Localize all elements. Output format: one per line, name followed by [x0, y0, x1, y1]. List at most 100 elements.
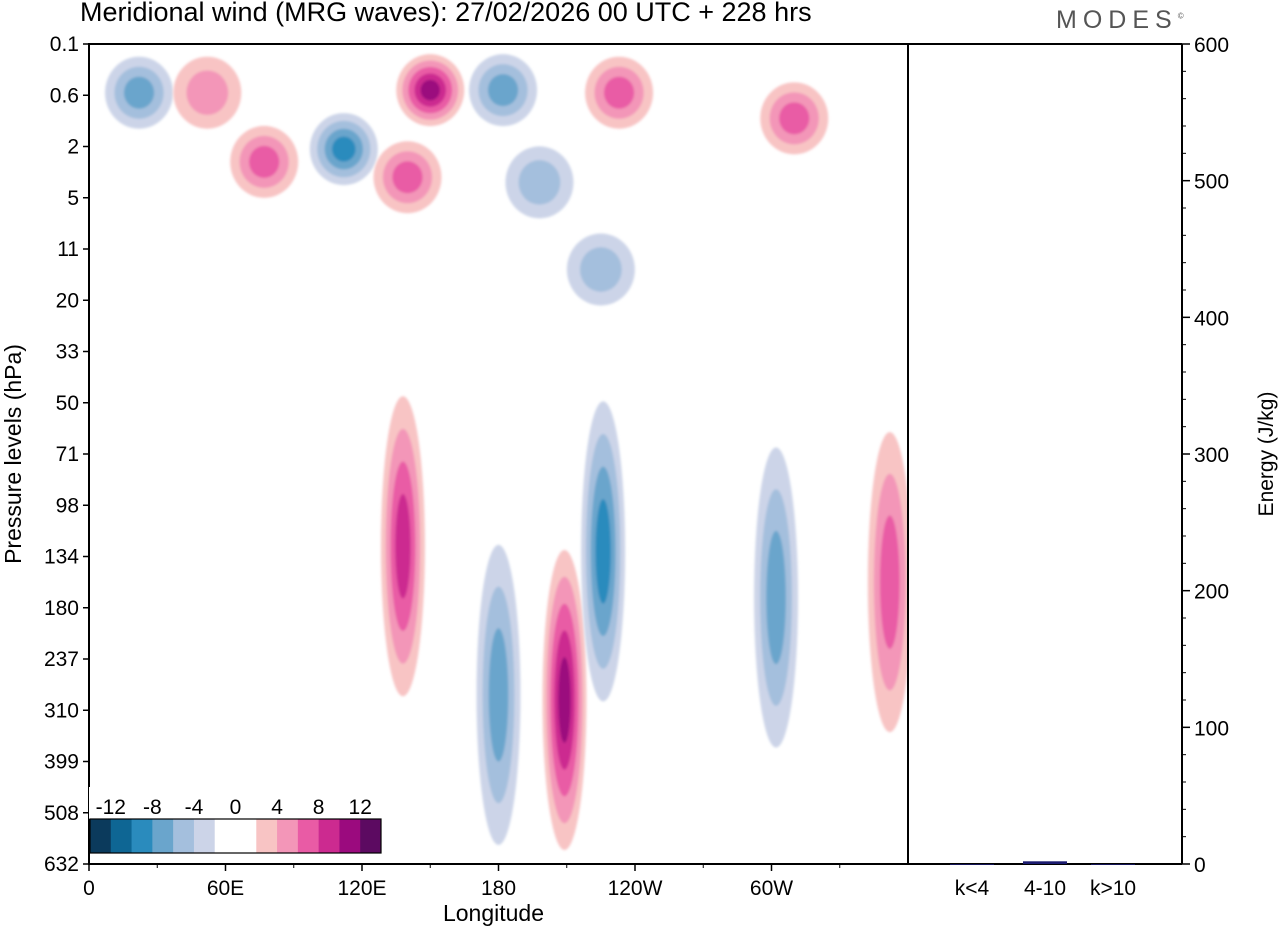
- colorbar-tick-label: -12: [96, 796, 126, 819]
- energy-tick-label: 300: [1194, 444, 1229, 467]
- contour-level-3: [392, 161, 423, 194]
- energy-bar: [950, 864, 994, 865]
- contour-level-3: [779, 102, 810, 135]
- contour-level-5: [558, 657, 571, 743]
- contour-cell-neg: [566, 233, 635, 306]
- colorbar-swatch: [235, 819, 257, 853]
- colorbar-swatch: [214, 819, 236, 853]
- y-tick-label: 71: [56, 443, 79, 466]
- energy-tick-label: 0: [1194, 854, 1206, 877]
- energy-axis-label: Energy (J/kg): [1255, 392, 1278, 517]
- y-axis-label: Pressure levels (hPa): [0, 344, 26, 564]
- contour-cell-neg: [469, 54, 538, 127]
- contour-cell-pos: [380, 396, 425, 697]
- colorbar-swatch: [256, 819, 278, 853]
- contour-cell-pos: [867, 432, 908, 733]
- colorbar-swatch: [110, 819, 132, 853]
- colorbar-label-backdrop: [89, 787, 382, 819]
- y-tick-label: 0.1: [50, 33, 79, 56]
- colorbar-swatch: [131, 819, 153, 853]
- energy-category-label: 4-10: [1024, 877, 1066, 900]
- contour-level-2: [518, 160, 561, 205]
- energy-category-label: k>10: [1090, 877, 1136, 900]
- contour-level-3: [603, 76, 635, 109]
- contour-level-4: [332, 136, 356, 162]
- colorbar-tick-label: 4: [271, 796, 283, 819]
- colorbar-swatch: [152, 819, 174, 853]
- y-tick-label: 11: [57, 238, 79, 261]
- contour-level-3: [766, 530, 786, 665]
- x-tick-label: 60E: [207, 877, 244, 900]
- colorbar: -12 -8 -4 0 4 8 12: [89, 787, 382, 854]
- contour-level-3: [488, 628, 509, 762]
- x-tick-label: 60W: [750, 877, 793, 900]
- y-tick-label: 180: [44, 597, 79, 620]
- colorbar-swatch: [339, 819, 361, 853]
- y-tick-label: 399: [44, 751, 79, 774]
- contour-cell-neg: [581, 401, 626, 702]
- colorbar-swatch: [173, 819, 195, 853]
- colorbar-tick-label: -4: [185, 796, 204, 819]
- colorbar-swatch: [193, 819, 216, 853]
- y-tick-label: 98: [56, 494, 79, 517]
- contour-level-3: [249, 145, 280, 178]
- y-tick-label: 0.6: [50, 84, 79, 107]
- colorbar-swatch: [297, 819, 320, 853]
- x-tick-label: 0: [83, 877, 95, 900]
- colorbar-border: [89, 818, 382, 854]
- contour-level-2: [186, 70, 229, 115]
- contour-cell-neg: [505, 146, 574, 219]
- contour-level-5: [420, 79, 440, 101]
- energy-tick-label: 200: [1194, 581, 1229, 604]
- contour-level-4: [395, 494, 411, 599]
- contour-field: [105, 54, 908, 850]
- axes: 0.1 0.6 2 5 11 20 33 50 71 98 134 180 237 310 399 508 63…: [0, 33, 841, 926]
- contour-cell-neg: [476, 544, 521, 845]
- contour-level-4: [595, 499, 611, 604]
- colorbar-tick-label: 12: [349, 796, 372, 819]
- brand-logo: MODES©: [1056, 6, 1184, 35]
- colorbar-tick-label: 0: [230, 796, 242, 819]
- contour-cell-pos: [760, 82, 829, 155]
- contour-cell-pos: [373, 141, 442, 214]
- brand-copyright-mark: ©: [1177, 11, 1184, 21]
- contour-cell-pos: [230, 125, 299, 198]
- energy-category-label: k<4: [955, 877, 990, 900]
- contour-cell-neg: [105, 56, 174, 129]
- energy-panel: 0 100 200 300 400 500 600 Energy (J/kg) k<4 4-10 k…: [908, 34, 1278, 900]
- energy-bar: [1091, 864, 1135, 865]
- colorbar-tick-label: -8: [143, 796, 162, 819]
- contour-cell-pos: [396, 54, 465, 127]
- y-tick-label: 2: [67, 136, 79, 159]
- chart-title: Meridional wind (MRG waves): 27/02/2026 …: [80, 0, 812, 27]
- energy-bar: [1023, 861, 1067, 864]
- y-tick-label: 33: [56, 341, 79, 364]
- colorbar-swatch: [360, 819, 382, 853]
- energy-tick-label: 600: [1194, 34, 1229, 57]
- x-tick-label: 180: [481, 877, 516, 900]
- y-tick-label: 632: [44, 853, 79, 876]
- colorbar-tick-label: 8: [313, 796, 325, 819]
- y-tick-label: 20: [56, 289, 79, 312]
- contour-cell-pos: [585, 56, 654, 129]
- y-tick-label: 237: [44, 648, 79, 671]
- contour-cell-neg: [309, 113, 378, 186]
- energy-tick-label: 500: [1194, 171, 1229, 194]
- x-axis-label: Longitude: [443, 900, 544, 926]
- y-tick-label: 5: [67, 187, 79, 210]
- brand-name: MODES: [1056, 6, 1178, 34]
- contour-level-2: [579, 247, 622, 292]
- contour-level-3: [487, 74, 519, 107]
- y-tick-label: 310: [44, 699, 79, 722]
- y-tick-label: 50: [56, 392, 79, 415]
- contour-level-3: [880, 515, 900, 649]
- x-tick-label: 120W: [608, 877, 663, 900]
- colorbar-swatch: [277, 819, 299, 853]
- x-tick-label: 120E: [337, 877, 386, 900]
- colorbar-swatch: [90, 819, 112, 853]
- y-tick-label: 134: [44, 546, 79, 569]
- contour-cell-neg: [754, 447, 799, 748]
- y-tick-label: 508: [44, 802, 79, 825]
- contour-level-3: [123, 76, 155, 109]
